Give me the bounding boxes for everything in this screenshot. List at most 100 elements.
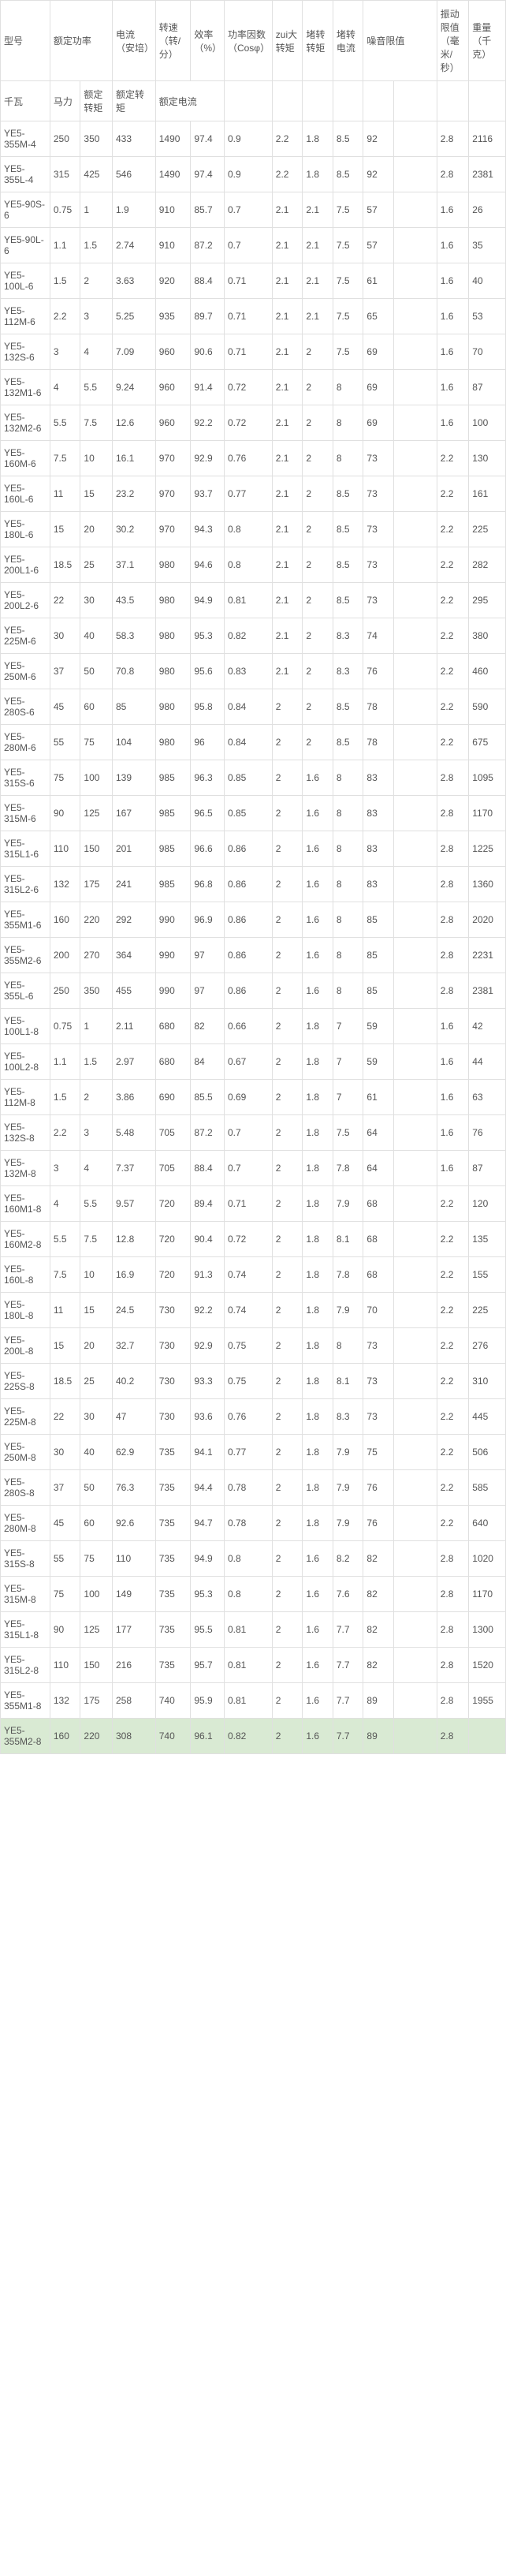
table-cell [393,1612,437,1648]
table-cell: 1.8 [303,1364,333,1399]
table-row: YE5-132S-82.235.4870587.20.721.87.5641.6… [1,1115,506,1151]
table-cell: 2116 [469,121,506,157]
table-cell: 1.5 [50,1080,80,1115]
table-cell: YE5-90L-6 [1,228,50,263]
table-cell: 910 [155,228,191,263]
table-row: YE5-100L1-80.7512.11680820.6621.87591.64… [1,1009,506,1044]
table-row: YE5-160M-67.51016.197092.90.762.128732.2… [1,441,506,476]
table-cell: 960 [155,405,191,441]
table-cell: YE5-250M-8 [1,1435,50,1470]
table-cell [393,121,437,157]
table-cell: 2.1 [272,512,303,547]
table-cell: 57 [363,192,394,228]
table-cell: 94.1 [191,1435,225,1470]
table-cell: 1490 [155,157,191,192]
table-cell: 8.2 [333,1541,363,1577]
table-cell: 83 [363,831,394,867]
table-cell: 740 [155,1719,191,1754]
table-cell: 0.8 [224,547,272,583]
table-cell: 220 [80,1719,113,1754]
table-cell: 3.63 [112,263,155,299]
table-cell [393,1435,437,1470]
table-cell: 315 [50,157,80,192]
table-cell: 23.2 [112,476,155,512]
table-cell [393,1328,437,1364]
table-cell: 40 [80,618,113,654]
table-cell: 45 [50,1506,80,1541]
table-row: YE5-160M1-845.59.5772089.40.7121.87.9682… [1,1186,506,1222]
table-cell: 735 [155,1541,191,1577]
table-cell: 87 [469,1151,506,1186]
table-cell: 96.5 [191,796,225,831]
table-row: YE5-200L-8152032.773092.90.7521.88732.22… [1,1328,506,1364]
table-cell: YE5-132S-6 [1,334,50,370]
table-cell: 292 [112,902,155,938]
table-cell: 75 [80,1541,113,1577]
table-cell: YE5-200L-8 [1,1328,50,1364]
table-cell: 90 [50,1612,80,1648]
table-cell: 8 [333,405,363,441]
table-cell: YE5-225S-8 [1,1364,50,1399]
table-cell: 87.2 [191,228,225,263]
table-cell: 5.25 [112,299,155,334]
table-cell: 87 [469,370,506,405]
header-power-factor: 功率因数（Cosφ） [224,1,272,81]
table-cell: 990 [155,938,191,973]
table-cell: 5.5 [50,1222,80,1257]
table-cell [393,1470,437,1506]
table-cell: 0.9 [224,157,272,192]
table-row: YE5-90L-61.11.52.7491087.20.72.12.17.557… [1,228,506,263]
table-cell: 0.74 [224,1293,272,1328]
table-cell: 2 [272,725,303,760]
table-cell: 2.97 [112,1044,155,1080]
table-cell: YE5-132M1-6 [1,370,50,405]
table-cell: 2 [272,1293,303,1328]
table-cell: 22 [50,1399,80,1435]
table-cell: 1.6 [437,263,469,299]
table-cell: 0.75 [224,1364,272,1399]
table-cell: 44 [469,1044,506,1080]
table-cell: 64 [363,1151,394,1186]
table-cell: 250 [50,121,80,157]
table-cell [393,760,437,796]
table-cell: 2.2 [50,299,80,334]
table-cell [393,512,437,547]
table-cell: 73 [363,1399,394,1435]
table-cell: 295 [469,583,506,618]
table-cell: 7.09 [112,334,155,370]
table-cell: 1.8 [303,1293,333,1328]
table-cell: 95.7 [191,1648,225,1683]
table-cell: 425 [80,157,113,192]
table-cell: 110 [112,1541,155,1577]
table-cell [393,618,437,654]
table-cell: 61 [363,263,394,299]
table-cell: 73 [363,583,394,618]
table-row: YE5-315L2-613217524198596.80.8621.68832.… [1,867,506,902]
table-cell: 89.4 [191,1186,225,1222]
table-cell: 12.8 [112,1222,155,1257]
table-cell: 705 [155,1115,191,1151]
table-cell: 87.2 [191,1115,225,1151]
table-cell: 94.7 [191,1506,225,1541]
table-cell: 2 [272,1080,303,1115]
table-row: YE5-280S-645608598095.80.84228.5782.2590 [1,689,506,725]
table-cell: 2 [272,689,303,725]
table-cell: 1.8 [303,1435,333,1470]
table-cell: 8 [333,796,363,831]
table-cell: 2 [303,441,333,476]
table-cell: 83 [363,760,394,796]
table-cell: 0.69 [224,1080,272,1115]
table-cell: 1955 [469,1683,506,1719]
table-cell: 62.9 [112,1435,155,1470]
table-cell: YE5-355L-6 [1,973,50,1009]
table-cell: 89 [363,1719,394,1754]
table-cell [393,1151,437,1186]
table-cell: 1020 [469,1541,506,1577]
table-cell [393,192,437,228]
table-cell: YE5-315L2-8 [1,1648,50,1683]
table-cell: 1.5 [80,1044,113,1080]
table-cell: 2.1 [272,476,303,512]
table-cell: 735 [155,1648,191,1683]
table-cell: 11 [50,1293,80,1328]
table-cell: YE5-225M-8 [1,1399,50,1435]
